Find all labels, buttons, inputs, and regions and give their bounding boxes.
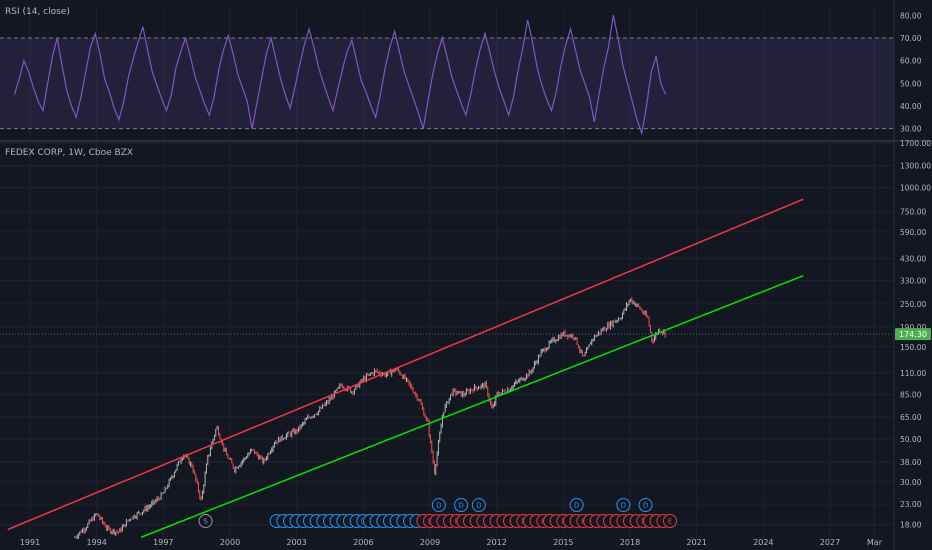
dividend-marker-label: D [643,502,648,510]
price-title: FEDEX CORP, 1W, Cboe BZX [5,148,133,158]
dividend-marker-label: D [621,502,626,510]
time-tick-label: 1991 [20,538,40,547]
last-price-tag [895,328,931,341]
rsi-tick-label: 50.00 [900,79,922,88]
price-tick-label: 190.00 [900,323,926,332]
grid-layer [0,4,894,540]
dividend-marker [454,498,469,512]
time-tick-label: 2015 [553,538,573,547]
dividend-marker-label: D [574,502,579,510]
dividend-marker-label: D [458,502,463,510]
price-tick-label: 85.00 [900,390,922,399]
dividend-marker-label: D [436,502,441,510]
time-tick-label: 1994 [86,538,106,547]
price-tick-label: 330.00 [900,277,926,286]
price-tick-label: 750.00 [900,208,926,217]
time-tick-label: 2009 [420,538,440,547]
time-tick-label: 2000 [220,538,240,547]
dividend-marker [431,498,446,512]
time-tick-label: Mar [867,538,883,547]
earnings-marker-label: E [668,518,672,526]
price-tick-label: 30.00 [900,478,922,487]
price-tick-label: 150.00 [900,343,926,352]
upper-channel-line [7,198,804,531]
rsi-title: RSI (14, close) [5,7,70,17]
last-price-label: 174.30 [899,330,927,339]
rsi-tick-label: 70.00 [900,34,922,43]
time-tick-label: 2003 [286,538,306,547]
lower-channel-line [140,274,804,538]
time-tick-label: 2021 [686,538,706,547]
price-tick-label: 1700.00 [900,139,931,148]
rsi-tick-label: 60.00 [900,57,922,66]
rsi-series-line [13,15,667,136]
price-pane[interactable]: FEDEX CORP, 1W, Cboe BZX SDEEEEEEEEDDDDD… [0,148,894,539]
price-tick-label: 1300.00 [900,162,931,171]
price-tick-label: 18.00 [900,521,922,530]
dividend-marker-label: D [476,502,481,510]
axis-layer[interactable]: 30.00 40.00 50.00 60.00 70.00 80.00 18.00 23.00… [20,0,931,550]
dividend-marker [471,498,486,512]
rsi-band-fill [0,38,894,129]
rsi-tick-label: 80.00 [900,11,922,20]
time-tick-label: 2024 [753,538,773,547]
price-tick-label: 38.00 [900,458,922,467]
price-tick-label: 1000.00 [900,184,931,193]
price-tick-label: 590.00 [900,228,926,237]
rsi-tick-label: 30.00 [900,125,922,134]
time-tick-label: 2018 [620,538,640,547]
price-tick-label: 23.00 [900,500,922,509]
earnings-marker [663,514,677,528]
rsi-tick-label: 40.00 [900,102,922,111]
price-tick-label: 430.00 [900,254,926,263]
dividend-marker [616,498,631,512]
time-tick-label: 2006 [353,538,373,547]
dividend-marker [569,498,584,512]
split-marker [198,514,213,528]
price-tick-label: 250.00 [900,300,926,309]
time-tick-label: 2012 [486,538,506,547]
dividend-marker [638,498,653,512]
rsi-pane[interactable]: RSI (14, close) [0,7,894,136]
price-tick-label: 110.00 [900,369,926,378]
time-tick-label: 2027 [820,538,840,547]
split-marker-label: S [203,518,208,526]
price-tick-label: 50.00 [900,435,922,444]
price-tick-label: 65.00 [900,413,922,422]
time-tick-label: 1997 [153,538,173,547]
